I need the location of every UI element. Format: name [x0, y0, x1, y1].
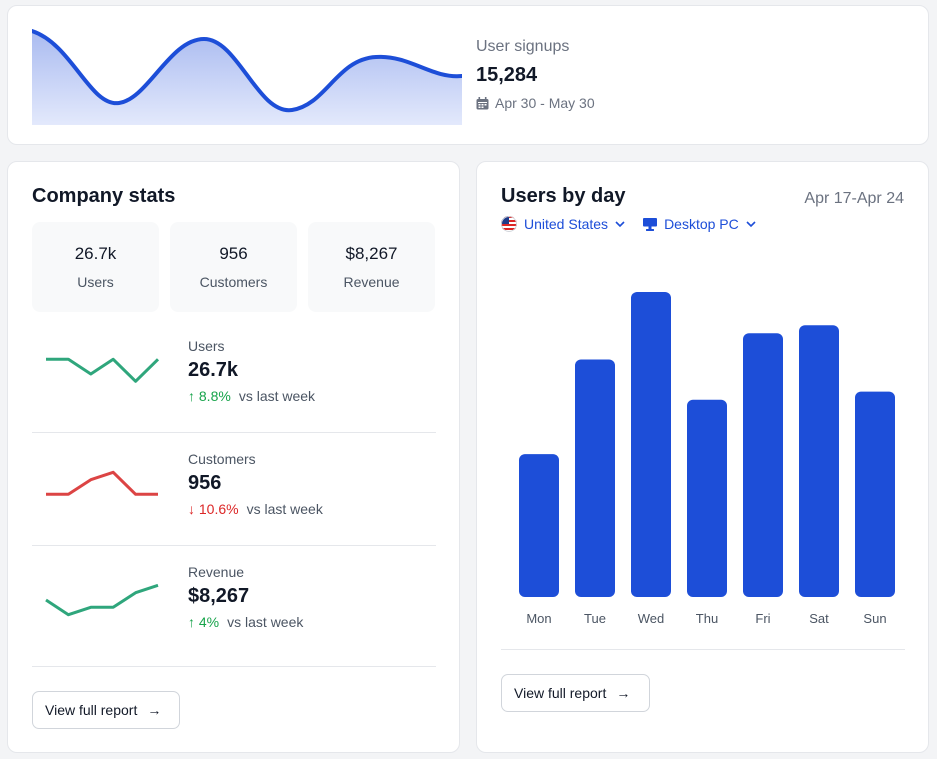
metric-change: ↓ 10.6% vs last week: [188, 501, 323, 517]
change-value: 10.6%: [198, 501, 239, 517]
company-stats-title: Company stats: [32, 185, 176, 207]
country-filter-label: United States: [524, 216, 609, 232]
x-tick-label: Fri: [755, 611, 770, 626]
change-comparison: vs last week: [246, 501, 323, 517]
x-tick-label: Sun: [863, 611, 886, 626]
metric-label: Users: [188, 338, 225, 354]
bar-fri[interactable]: [743, 333, 783, 597]
company-stats-card: Company stats 26.7k Users 956 Customers …: [7, 161, 460, 753]
country-filter[interactable]: United States: [501, 216, 625, 232]
bar-tue[interactable]: [575, 359, 615, 597]
metric-row-customers: Customers 956 ↓ 10.6% vs last week: [32, 433, 436, 546]
sparkline-path: [46, 470, 158, 496]
arrow-right-icon: →: [616, 685, 631, 701]
metric-label: Revenue: [188, 564, 245, 580]
arrow-right-icon: →: [147, 702, 162, 718]
change-value: 8.8%: [198, 388, 231, 404]
change-down: ↓ 10.6%: [188, 501, 239, 517]
view-full-report-label: View full report: [45, 702, 138, 718]
desktop-icon: [643, 217, 658, 231]
users-by-day-card: Users by day Apr 17-Apr 24 United States: [476, 161, 929, 753]
device-filter[interactable]: Desktop PC: [643, 216, 756, 232]
bar-thu[interactable]: [687, 399, 727, 597]
arrow-up-icon: ↑: [188, 614, 195, 630]
metric-change: ↑ 8.8% vs last week: [188, 388, 315, 404]
summary-users: 26.7k Users: [32, 222, 159, 312]
x-tick-label: Wed: [638, 611, 665, 626]
x-tick-label: Tue: [584, 611, 606, 626]
change-comparison: vs last week: [227, 614, 304, 630]
summary-label: Customers: [199, 274, 268, 290]
summary-value: 26.7k: [74, 244, 117, 263]
bar-mon[interactable]: [519, 454, 559, 597]
us-flag-icon: [501, 216, 517, 232]
sparkline-path: [45, 583, 159, 617]
metric-row-users: Users 26.7k ↑ 8.8% vs last week: [32, 320, 436, 433]
signups-value: 15,284: [476, 64, 538, 86]
metric-change: ↑ 4% vs last week: [188, 614, 303, 630]
metric-label: Customers: [188, 451, 256, 467]
x-tick-label: Thu: [696, 611, 718, 626]
change-up: ↑ 4%: [188, 614, 219, 630]
signups-area-chart: [32, 29, 462, 125]
filters: United States Desktop PC: [501, 216, 756, 232]
summary-value: $8,267: [345, 244, 398, 263]
signups-date-range-text: Apr 30 - May 30: [495, 95, 595, 111]
users-by-day-date-range: Apr 17-Apr 24: [804, 190, 904, 207]
users-sparkline: [46, 357, 160, 383]
metric-row-revenue: Revenue $8,267 ↑ 4% vs last week: [32, 546, 436, 667]
metric-value: 26.7k: [188, 359, 239, 381]
signups-date-range: Apr 30 - May 30: [476, 95, 595, 111]
change-value: 4%: [198, 614, 220, 630]
metric-value: $8,267: [188, 585, 250, 607]
bar-sun[interactable]: [855, 391, 895, 597]
summary-customers: 956 Customers: [170, 222, 297, 312]
user-signups-card: User signups 15,284 Apr 30 - May 30: [7, 5, 929, 145]
bar-sat[interactable]: [799, 325, 839, 597]
bar-wed[interactable]: [631, 292, 671, 597]
calendar-icon: [476, 96, 489, 109]
summary-row: 26.7k Users 956 Customers $8,267 Revenue: [32, 222, 435, 312]
revenue-sparkline: [45, 583, 159, 617]
summary-value: 956: [219, 244, 248, 263]
view-full-report-button[interactable]: View full report →: [32, 691, 180, 729]
signups-line: [32, 29, 462, 113]
customers-sparkline: [46, 470, 158, 496]
users-by-day-title: Users by day: [501, 185, 626, 207]
change-up: ↑ 8.8%: [188, 388, 231, 404]
view-full-report-button[interactable]: View full report →: [501, 674, 650, 712]
view-full-report-label: View full report: [514, 685, 607, 701]
x-tick-label: Mon: [526, 611, 551, 626]
summary-revenue: $8,267 Revenue: [308, 222, 435, 312]
x-tick-label: Sat: [809, 611, 829, 626]
change-comparison: vs last week: [238, 388, 316, 404]
summary-label: Users: [77, 274, 114, 290]
device-filter-label: Desktop PC: [664, 216, 739, 232]
arrow-down-icon: ↓: [188, 501, 195, 517]
divider: [501, 649, 905, 650]
chevron-down-icon: [746, 221, 756, 228]
metric-value: 956: [188, 472, 222, 494]
chevron-down-icon: [615, 221, 625, 228]
summary-label: Revenue: [343, 274, 400, 290]
sparkline-path: [46, 357, 160, 383]
arrow-up-icon: ↑: [188, 388, 195, 404]
users-by-day-bar-chart: Mon Tue Wed Thu Fri Sat Sun: [519, 292, 895, 626]
signups-label: User signups: [476, 38, 570, 55]
